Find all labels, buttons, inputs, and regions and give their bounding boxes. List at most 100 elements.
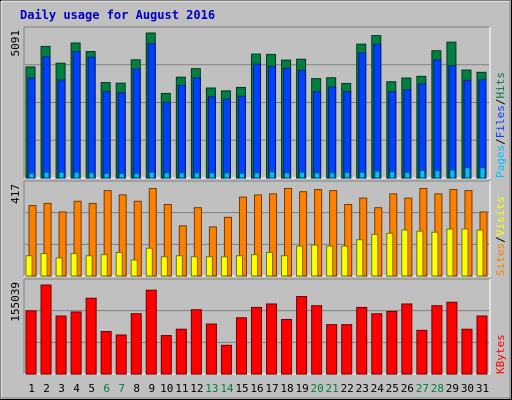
x-tick-label: 28	[431, 382, 444, 395]
bar-kbytes-day-8	[130, 313, 142, 375]
bar-files-day-27	[418, 83, 427, 179]
x-tick-label: 4	[73, 382, 80, 395]
bar-kbytes-day-2	[40, 284, 52, 375]
bar-visits-day-28	[431, 231, 439, 277]
bar-visits-day-7	[115, 252, 123, 277]
bar-files-day-19	[298, 69, 307, 179]
bar-files-day-1	[27, 77, 36, 179]
bar-kbytes-day-9	[145, 289, 157, 375]
bar-kbytes-day-14	[220, 344, 232, 375]
x-tick-label: 11	[175, 382, 188, 395]
x-tick-label: 7	[118, 382, 125, 395]
bar-pages-day-11	[178, 172, 185, 179]
bar-pages-day-5	[88, 172, 95, 179]
bar-files-day-14	[222, 98, 231, 179]
bar-files-day-30	[463, 79, 472, 179]
bar-pages-day-2	[43, 171, 50, 179]
legend-hits: Hits	[494, 72, 507, 99]
bar-files-day-5	[87, 56, 96, 179]
bar-kbytes-day-13	[205, 323, 217, 375]
bar-visits-day-16	[250, 254, 259, 277]
x-tick-label: 5	[88, 382, 95, 395]
x-tick-label: 19	[295, 382, 308, 395]
bar-files-day-12	[192, 77, 201, 179]
bar-kbytes-day-29	[446, 301, 458, 375]
bar-pages-day-24	[374, 170, 381, 179]
bar-files-day-4	[72, 51, 81, 179]
bar-pages-day-12	[193, 172, 200, 179]
bar-kbytes-day-26	[401, 303, 413, 375]
x-axis-tick-labels: 1 2 3 4 5 6 7 8 9 10 11 12 13 14 15 16 17 18 19 20 21 22 23 24 2…	[28, 382, 489, 395]
bar-kbytes-day-24	[371, 313, 383, 375]
bar-kbytes-day-10	[160, 335, 172, 375]
bar-kbytes-day-23	[356, 306, 368, 375]
x-tick-label: 15	[235, 382, 248, 395]
chart-title: Daily usage for August 2016	[20, 8, 215, 22]
bar-visits-day-8	[130, 259, 138, 277]
bar-kbytes-day-5	[85, 297, 97, 375]
bar-files-day-15	[237, 95, 246, 179]
bar-files-day-3	[57, 79, 66, 179]
bar-kbytes-day-17	[266, 303, 278, 375]
bar-files-day-7	[117, 92, 126, 179]
bar-visits-day-18	[281, 255, 289, 277]
x-tick-label: 26	[401, 382, 414, 395]
x-tick-label: 23	[356, 382, 369, 395]
x-tick-label: 27	[416, 382, 429, 395]
x-tick-label: 21	[326, 382, 339, 395]
x-tick-label: 9	[148, 382, 155, 395]
bar-pages-day-27	[419, 170, 426, 179]
bar-kbytes-day-18	[281, 318, 293, 375]
bar-visits-day-13	[205, 256, 213, 277]
bar-pages-day-1	[28, 172, 35, 179]
bar-kbytes-day-11	[175, 328, 187, 375]
bar-pages-day-6	[103, 172, 110, 179]
x-tick-label: 8	[133, 382, 140, 395]
panel-sites-visits: 417 Sites/Visits	[9, 180, 507, 277]
x-tick-label: 29	[446, 382, 459, 395]
bar-visits-day-1	[25, 255, 33, 277]
bar-pages-day-29	[449, 169, 456, 179]
bar-kbytes-day-27	[416, 329, 428, 375]
x-tick-label: 31	[476, 382, 489, 395]
bar-files-day-26	[403, 89, 412, 179]
bar-pages-day-31	[479, 167, 486, 179]
bar-files-day-25	[388, 91, 397, 179]
bar-pages-day-4	[73, 171, 80, 179]
bar-visits-day-27	[416, 230, 424, 277]
bar-kbytes-day-28	[431, 305, 443, 375]
y-axis-max-label: 5091	[9, 30, 22, 57]
bar-visits-day-12	[190, 256, 198, 277]
bar-pages-day-30	[464, 167, 471, 179]
bar-visits-day-24	[371, 233, 379, 277]
legend-files: Files	[494, 105, 507, 138]
x-tick-label: 6	[103, 382, 110, 395]
bar-kbytes-day-21	[326, 324, 338, 375]
bars-sites-visits	[25, 187, 488, 277]
bar-pages-day-21	[329, 172, 336, 179]
bar-visits-day-14	[220, 256, 228, 277]
x-tick-label: 12	[190, 382, 203, 395]
bar-pages-day-10	[163, 172, 170, 179]
bar-visits-day-19	[296, 245, 304, 277]
bar-files-day-21	[328, 86, 337, 179]
bar-visits-day-30	[461, 228, 469, 277]
bar-pages-day-8	[133, 172, 140, 179]
bar-pages-day-22	[344, 171, 351, 179]
bar-files-day-28	[433, 59, 442, 179]
bar-kbytes-day-12	[190, 309, 202, 375]
bar-visits-day-21	[326, 245, 334, 277]
bar-pages-day-19	[299, 171, 306, 179]
bar-files-day-29	[448, 65, 457, 179]
legend-pages: Pages	[494, 145, 507, 178]
bar-visits-day-3	[55, 257, 63, 277]
bar-files-day-22	[343, 91, 352, 179]
bar-visits-day-29	[446, 228, 454, 277]
bar-files-day-11	[177, 84, 186, 179]
bar-pages-day-25	[389, 171, 396, 179]
bar-visits-day-23	[356, 239, 364, 277]
bar-pages-day-20	[314, 172, 321, 179]
bar-files-day-20	[313, 91, 322, 179]
